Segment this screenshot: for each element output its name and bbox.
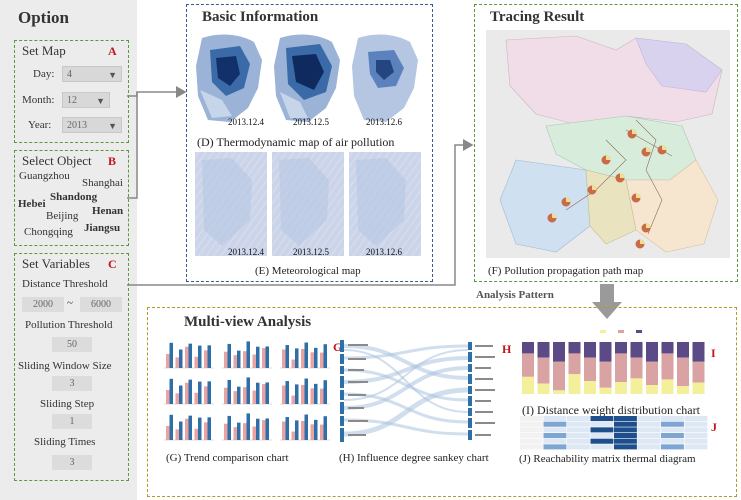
- trend-comparison-chart: [164, 341, 330, 441]
- year-label: Year:: [28, 119, 52, 131]
- label-h: H: [502, 342, 512, 356]
- caption-j: (J) Reachability matrix thermal diagram: [519, 453, 696, 465]
- pollution-threshold-label: Pollution Threshold: [25, 319, 113, 331]
- set-map-panel: [14, 40, 129, 143]
- city-beijing[interactable]: Beijing: [46, 210, 79, 222]
- date-d2: 2013.12.5: [293, 117, 329, 127]
- basic-information-title: Basic Information: [202, 9, 319, 25]
- sliding-step-label: Sliding Step: [40, 398, 95, 410]
- city-henan[interactable]: Henan: [92, 205, 124, 217]
- caption-d: (D) Thermodynamic map of air pollution: [197, 135, 395, 149]
- distance-max-input[interactable]: 6000: [80, 297, 122, 312]
- city-shandong[interactable]: Shandong: [50, 191, 98, 203]
- city-shanghai[interactable]: Shanghai: [82, 177, 123, 189]
- label-i: I: [711, 346, 716, 360]
- date-e2: 2013.12.5: [293, 247, 329, 257]
- analysis-pattern-label: Analysis Pattern: [476, 289, 554, 301]
- date-e3: 2013.12.6: [366, 247, 402, 257]
- thermodynamic-maps: [196, 34, 418, 122]
- city-guangzhou[interactable]: Guangzhou: [19, 170, 70, 182]
- sliding-window-input[interactable]: 3: [52, 376, 92, 391]
- city-chongqing[interactable]: Chongqing: [24, 226, 73, 238]
- label-c: C: [108, 257, 117, 271]
- label-b: B: [108, 154, 117, 168]
- pie-markers: [547, 129, 667, 249]
- month-label: Month:: [22, 94, 55, 106]
- multiview-panel: [147, 307, 737, 497]
- propagation-map: [486, 30, 730, 258]
- set-variables-title: Set Variables: [22, 256, 90, 271]
- multiview-title: Multi-view Analysis: [184, 314, 312, 330]
- city-jiangsu[interactable]: Jiangsu: [84, 222, 121, 234]
- distance-weight-chart: [522, 330, 705, 394]
- arrow-to-basic-top: [127, 86, 187, 98]
- chevron-down-icon: ▼: [96, 96, 105, 106]
- day-select[interactable]: 4 ▼: [62, 66, 122, 82]
- heatmap-2: [274, 34, 340, 122]
- city-hebei[interactable]: Hebei: [18, 198, 46, 210]
- year-select[interactable]: 2013 ▼: [62, 117, 122, 133]
- sliding-times-label: Sliding Times: [34, 436, 96, 448]
- meteorological-maps: [195, 152, 421, 256]
- label-a: A: [108, 44, 117, 58]
- sliding-window-label: Sliding Window Size: [18, 360, 112, 372]
- heatmap-3: [352, 34, 418, 122]
- chevron-down-icon: ▼: [108, 121, 117, 131]
- down-arrow-icon: [592, 284, 622, 319]
- set-variables-panel: [14, 253, 129, 481]
- basic-information-panel: [186, 4, 433, 282]
- chevron-down-icon: ▼: [108, 70, 117, 80]
- caption-e: (E) Meteorological map: [255, 265, 361, 277]
- tracing-result-panel: [474, 4, 738, 282]
- date-d1: 2013.12.4: [228, 117, 264, 127]
- date-d3: 2013.12.6: [366, 117, 402, 127]
- heatmap-1: [196, 34, 262, 122]
- caption-f: (F) Pollution propagation path map: [488, 265, 644, 277]
- pollution-threshold-input[interactable]: 50: [52, 337, 92, 352]
- select-object-title: Select Object: [22, 153, 92, 168]
- label-j: J: [711, 420, 717, 434]
- date-e1: 2013.12.4: [228, 247, 264, 257]
- influence-sankey-chart: [340, 340, 495, 442]
- month-select[interactable]: 12 ▼: [62, 92, 110, 108]
- day-label: Day:: [33, 68, 55, 80]
- sliding-step-input[interactable]: 1: [52, 414, 92, 429]
- tracing-result-title: Tracing Result: [490, 9, 585, 25]
- reachability-matrix: [520, 416, 708, 450]
- range-separator: ~: [67, 297, 73, 309]
- distance-min-input[interactable]: 2000: [22, 297, 64, 312]
- caption-i: (I) Distance weight distribution chart: [522, 403, 700, 417]
- set-map-title: Set Map: [22, 43, 66, 58]
- caption-h: (H) Influence degree sankey chart: [339, 452, 489, 464]
- arrow-to-tracing: [127, 139, 474, 286]
- label-g: G: [333, 340, 343, 354]
- sliding-times-input[interactable]: 3: [52, 455, 92, 470]
- caption-g: (G) Trend comparison chart: [166, 452, 289, 464]
- option-title: Option: [18, 8, 70, 27]
- distance-threshold-label: Distance Threshold: [22, 278, 108, 290]
